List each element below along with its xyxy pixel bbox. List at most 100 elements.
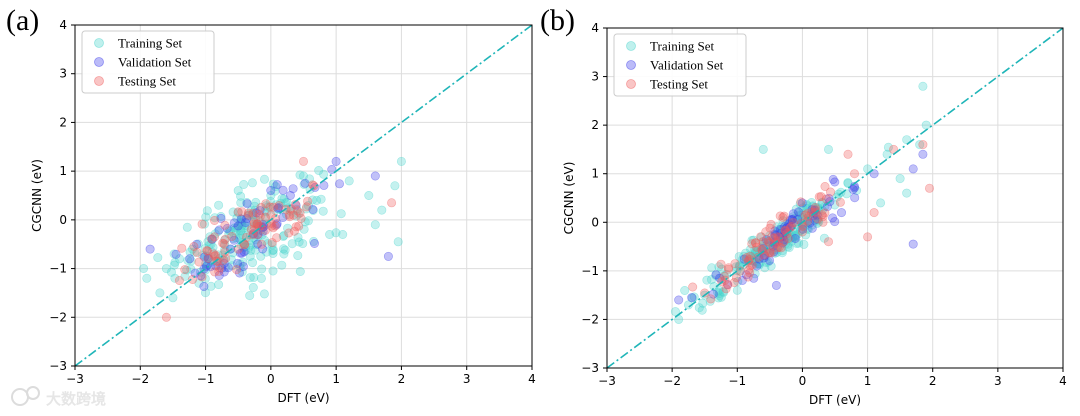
scatter-point-test	[246, 225, 256, 235]
scatter-point-train	[153, 253, 163, 263]
scatter-point-train	[279, 249, 289, 259]
scatter-point-test	[752, 242, 762, 252]
x-tick-label: −2	[131, 372, 149, 386]
scatter-point-val	[784, 219, 794, 229]
y-tick-label: 1	[591, 167, 599, 181]
y-axis-label: CGCNN (eV)	[30, 159, 44, 232]
scatter-point-train	[812, 215, 822, 225]
scatter-point-test	[207, 234, 217, 244]
scatter-point-test	[774, 233, 784, 243]
scatter-point-val	[770, 229, 780, 239]
scatter-point-test	[270, 213, 280, 223]
scatter-point-train	[226, 255, 236, 265]
scatter-point-train	[277, 194, 287, 204]
scatter-point-train	[791, 204, 801, 214]
scatter-point-val	[273, 203, 283, 213]
scatter-point-train	[214, 280, 224, 290]
scatter-point-test	[721, 284, 731, 294]
scatter-point-val	[214, 225, 224, 235]
scatter-point-train	[180, 271, 190, 281]
scatter-point-train	[270, 205, 280, 215]
scatter-point-val	[278, 213, 288, 223]
scatter-point-train	[233, 222, 243, 232]
scatter-point-val	[185, 254, 195, 264]
scatter-point-test	[743, 272, 753, 282]
scatter-point-test	[192, 247, 202, 257]
scatter-point-val	[258, 226, 268, 236]
scatter-point-train	[694, 303, 704, 313]
scatter-point-train	[754, 259, 764, 269]
scatter-point-val	[236, 214, 246, 224]
y-axis-label: CGCNN (eV)	[562, 162, 576, 235]
scatter-point-test	[765, 248, 775, 258]
scatter-point-train	[370, 220, 380, 230]
scatter-point-test	[203, 254, 213, 264]
scatter-point-train	[713, 293, 723, 303]
scatter-point-train	[245, 252, 255, 262]
scatter-point-test	[233, 244, 243, 254]
scatter-point-train	[237, 215, 247, 225]
scatter-point-train	[200, 274, 210, 284]
scatter-point-test	[731, 273, 741, 283]
scatter-point-test	[820, 208, 830, 218]
scatter-point-train	[309, 236, 319, 246]
scatter-point-train	[285, 206, 295, 216]
scatter-point-train	[282, 198, 292, 208]
scatter-point-train	[774, 224, 784, 234]
scatter-point-test	[284, 228, 294, 238]
scatter-point-train	[782, 222, 792, 232]
series-val-points	[674, 149, 928, 305]
scatter-point-train	[236, 226, 246, 236]
scatter-point-val	[300, 178, 310, 188]
scatter-point-val	[203, 253, 213, 263]
scatter-point-val	[278, 185, 288, 195]
scatter-point-val	[272, 219, 282, 229]
scatter-point-train	[719, 271, 729, 281]
scatter-point-train	[760, 263, 770, 273]
watermark: 大数跨境	[11, 386, 106, 408]
scatter-point-test	[823, 237, 833, 247]
scatter-point-train	[273, 204, 283, 214]
x-tick-label: −3	[66, 372, 84, 386]
scatter-point-train	[168, 293, 178, 303]
scatter-point-train	[235, 230, 245, 240]
scatter-point-val	[214, 270, 224, 280]
scatter-point-train	[208, 234, 218, 244]
scatter-point-test	[272, 233, 282, 243]
scatter-point-train	[314, 166, 324, 176]
scatter-point-test	[387, 198, 397, 208]
scatter-point-train	[807, 220, 817, 230]
scatter-point-test	[177, 243, 187, 253]
scatter-point-val	[308, 205, 318, 215]
scatter-point-val	[775, 225, 785, 235]
scatter-point-test	[232, 265, 242, 275]
scatter-point-test	[219, 239, 229, 249]
scatter-point-val	[785, 215, 795, 225]
scatter-point-test	[211, 250, 221, 260]
scatter-point-test	[758, 237, 768, 247]
scatter-point-test	[253, 219, 263, 229]
scatter-point-train	[758, 144, 768, 154]
scatter-point-train	[249, 272, 259, 282]
x-tick-label: 3	[463, 372, 471, 386]
scatter-point-train	[295, 266, 305, 276]
scatter-point-val	[206, 262, 216, 272]
scatter-point-val	[908, 164, 918, 174]
scatter-point-test	[210, 232, 220, 242]
scatter-point-val	[272, 180, 282, 190]
scatter-point-train	[733, 276, 743, 286]
scatter-point-train	[259, 289, 269, 299]
x-tick-label: 3	[994, 374, 1002, 388]
scatter-point-train	[293, 232, 303, 242]
diagonal-line	[606, 27, 1064, 369]
scatter-point-train	[249, 221, 259, 231]
scatter-point-train	[271, 182, 281, 192]
scatter-point-train	[228, 207, 238, 217]
scatter-point-train	[246, 240, 256, 250]
legend-marker-train	[94, 38, 104, 48]
scatter-point-train	[265, 196, 275, 206]
scatter-point-train	[754, 260, 764, 270]
scatter-point-train	[295, 170, 305, 180]
scatter-point-train	[243, 210, 253, 220]
scatter-point-train	[247, 210, 257, 220]
